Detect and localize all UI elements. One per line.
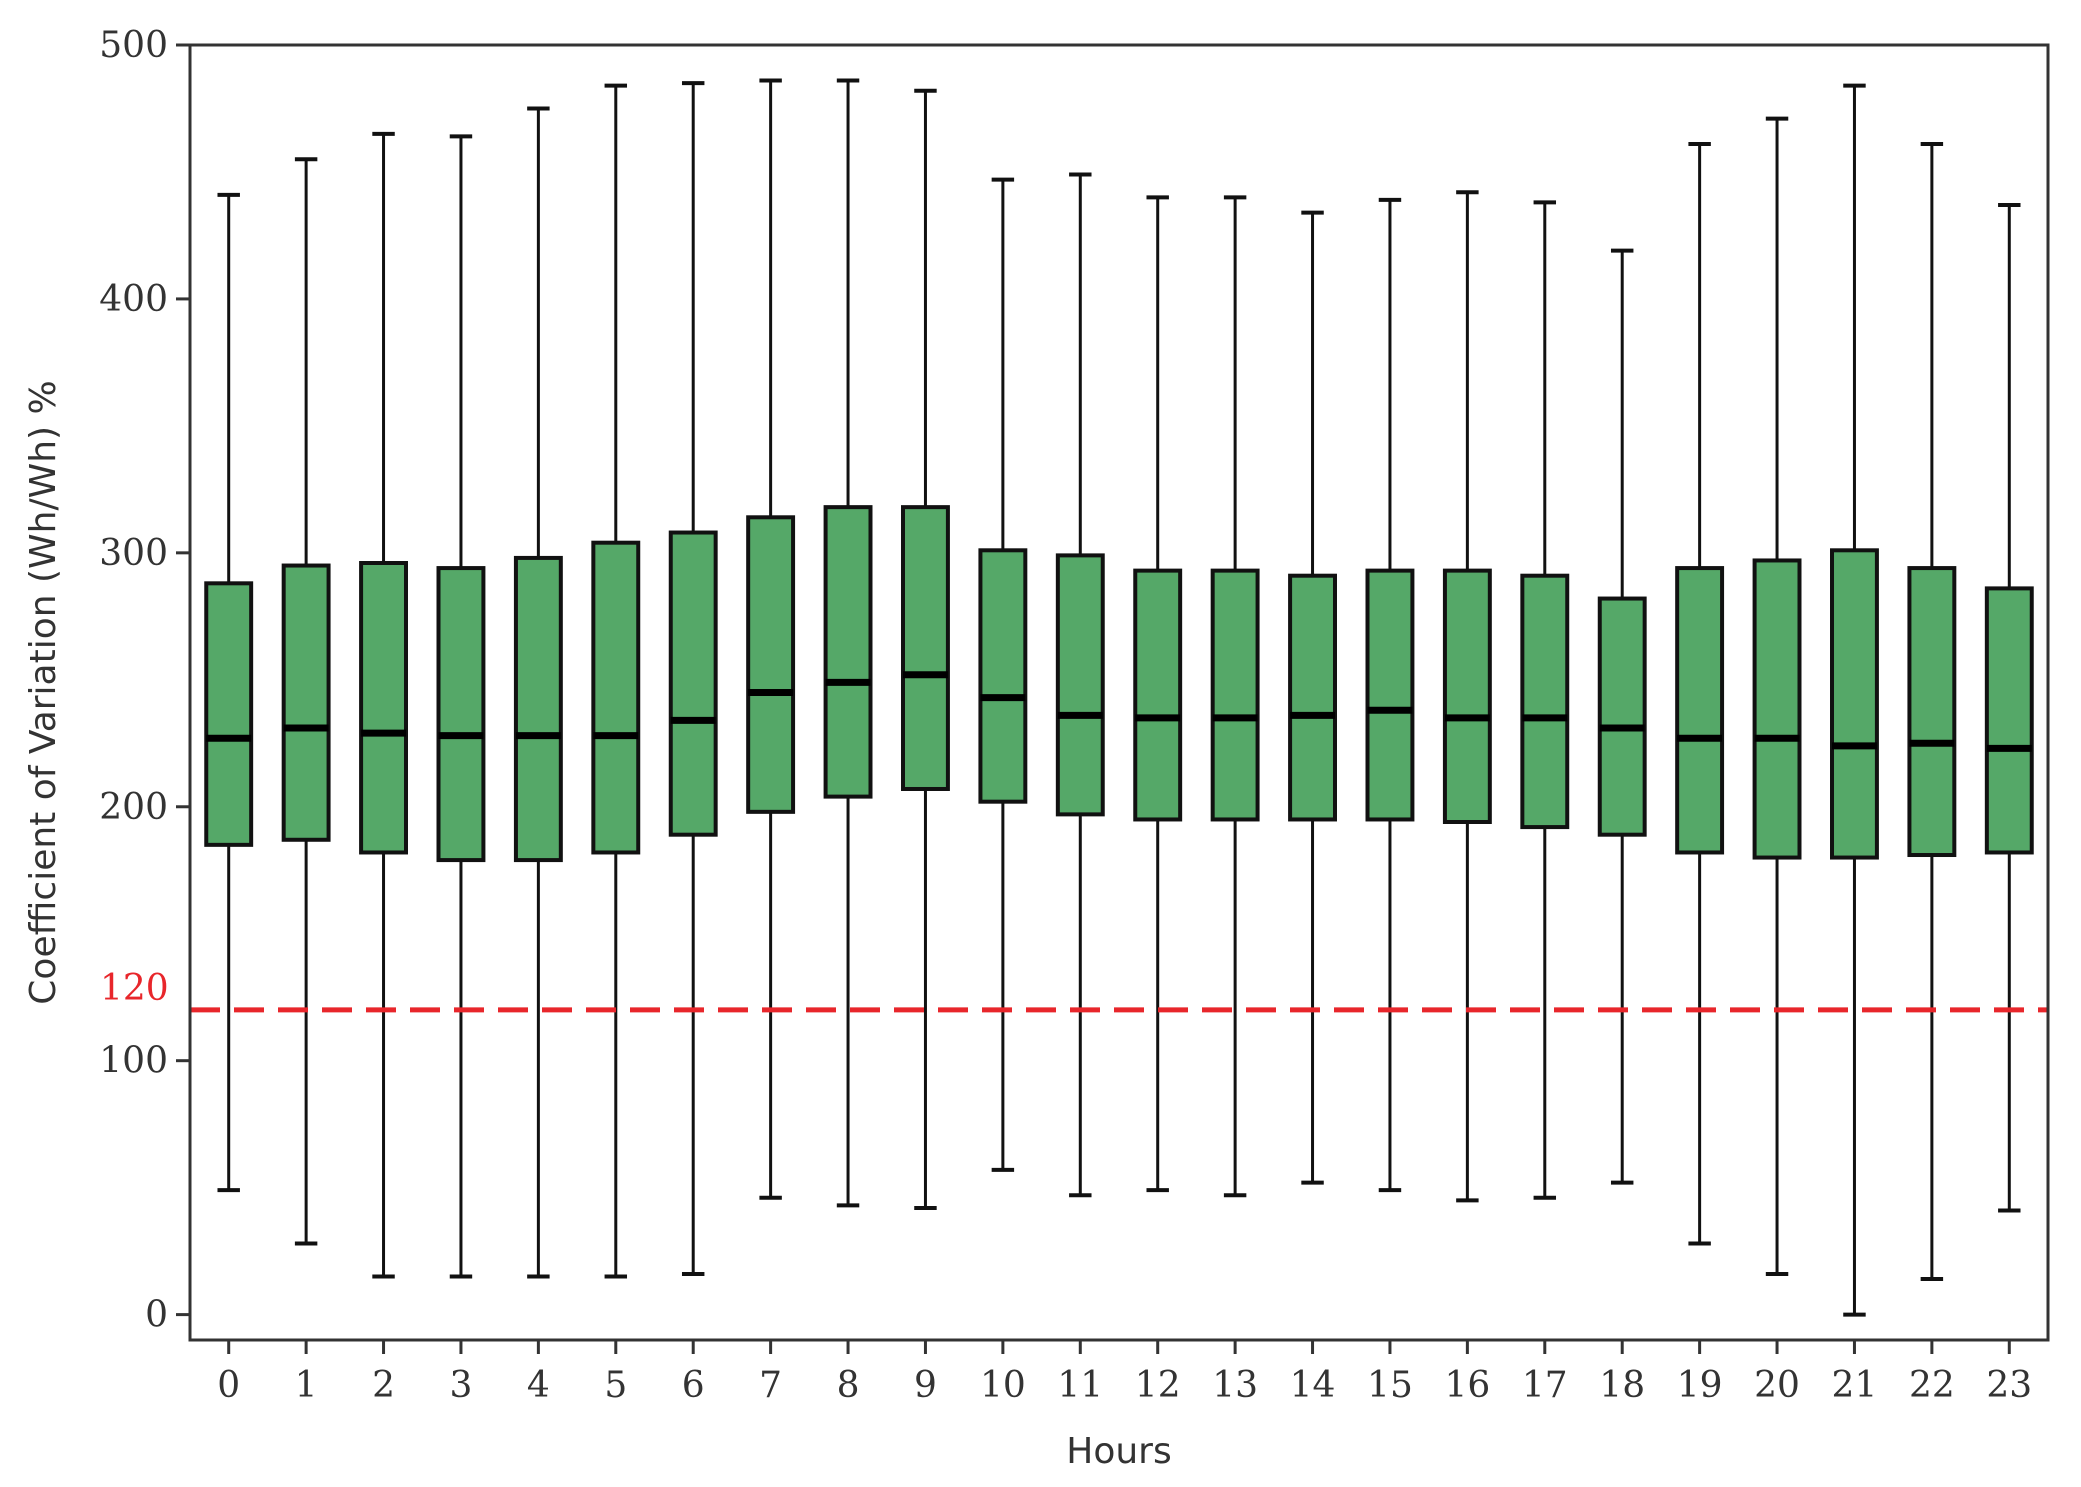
x-tick-label: 15 — [1367, 1365, 1413, 1406]
x-tick-label: 12 — [1135, 1365, 1181, 1406]
iqr-box — [1520, 573, 1570, 830]
box-hour-9 — [901, 88, 950, 1210]
iqr-box — [1288, 573, 1337, 822]
iqr-box — [1055, 553, 1105, 817]
iqr-box — [1365, 568, 1415, 822]
box-hour-2 — [359, 131, 408, 1279]
x-tick-label: 14 — [1290, 1365, 1336, 1406]
iqr-box — [1675, 566, 1725, 855]
iqr-box — [1830, 548, 1879, 860]
box-hour-19 — [1675, 142, 1725, 1246]
box-hour-18 — [1597, 248, 1647, 1185]
y-tick-label: 100 — [99, 1041, 168, 1082]
x-tick-label: 2 — [372, 1365, 395, 1406]
x-tick-label: 9 — [914, 1365, 937, 1406]
iqr-box — [1752, 558, 1802, 860]
x-tick-label: 17 — [1522, 1365, 1568, 1406]
iqr-box — [1210, 568, 1260, 822]
x-tick-label: 8 — [837, 1365, 860, 1406]
box-series — [204, 78, 2034, 1317]
x-tick-label: 23 — [1986, 1365, 2032, 1406]
x-tick-label: 4 — [527, 1365, 550, 1406]
iqr-box — [1597, 596, 1647, 837]
iqr-box — [823, 505, 873, 799]
x-tick-label: 7 — [759, 1365, 782, 1406]
iqr-box — [513, 555, 563, 863]
iqr-box — [1984, 586, 2034, 855]
x-tick-label: 18 — [1599, 1365, 1645, 1406]
iqr-box — [204, 581, 254, 847]
x-tick-label: 1 — [295, 1365, 318, 1406]
box-hour-17 — [1520, 200, 1570, 1200]
x-tick-label: 0 — [217, 1365, 240, 1406]
x-tick-label: 16 — [1444, 1365, 1490, 1406]
iqr-box — [591, 540, 641, 855]
box-hour-16 — [1442, 190, 1492, 1203]
x-tick-label: 6 — [682, 1365, 705, 1406]
box-hour-11 — [1055, 172, 1105, 1198]
reference-line-group: 120 — [100, 968, 2048, 1013]
box-hour-8 — [823, 78, 873, 1208]
y-tick-label: 0 — [145, 1295, 168, 1336]
x-tick-label: 10 — [980, 1365, 1026, 1406]
box-hour-10 — [978, 177, 1028, 1172]
x-tick-label: 13 — [1212, 1365, 1258, 1406]
x-tick-label: 20 — [1754, 1365, 1800, 1406]
box-hour-22 — [1907, 142, 1957, 1282]
iqr-box — [359, 561, 408, 855]
x-tick-label: 11 — [1057, 1365, 1103, 1406]
y-tick-label: 200 — [99, 787, 168, 828]
iqr-box — [281, 563, 331, 842]
box-hour-13 — [1210, 195, 1260, 1198]
box-hour-4 — [513, 106, 563, 1279]
x-axis-title: Hours — [1066, 1431, 1171, 1472]
iqr-box — [1907, 566, 1957, 858]
box-hour-23 — [1984, 202, 2034, 1213]
box-hour-6 — [668, 81, 718, 1276]
iqr-box — [1133, 568, 1183, 822]
box-hour-0 — [204, 192, 254, 1193]
iqr-box — [1442, 568, 1492, 825]
box-hour-12 — [1133, 195, 1183, 1193]
y-axis-title: Coefficient of Variation (Wh/Wh) % — [23, 380, 64, 1004]
iqr-box — [436, 566, 486, 863]
box-hour-20 — [1752, 116, 1802, 1276]
box-hour-1 — [281, 157, 331, 1246]
y-tick-label: 300 — [99, 533, 168, 574]
box-hour-7 — [746, 78, 796, 1200]
plot-frame — [188, 43, 2050, 1342]
box-hour-15 — [1365, 197, 1415, 1193]
box-hour-5 — [591, 83, 641, 1279]
x-tick-label: 21 — [1832, 1365, 1878, 1406]
x-axis: 0 1 2 3 4 5 6 7 8 9 10 11 12 13 14 15 16 17 18 19 20 21 22 23 — [217, 1340, 2032, 1406]
iqr-box — [901, 505, 950, 791]
x-tick-label: 5 — [604, 1365, 627, 1406]
iqr-box — [978, 548, 1028, 804]
box-hour-21 — [1830, 83, 1879, 1317]
iqr-box — [668, 530, 718, 837]
y-axis: 0 100 200 300 400 500 — [99, 25, 190, 1336]
y-tick-label: 400 — [99, 279, 168, 320]
x-tick-label: 19 — [1677, 1365, 1723, 1406]
x-tick-label: 3 — [450, 1365, 473, 1406]
iqr-box — [746, 515, 796, 814]
reference-line-label: 120 — [100, 968, 169, 1009]
box-hour-14 — [1288, 210, 1337, 1185]
x-tick-label: 22 — [1909, 1365, 1955, 1406]
box-hour-3 — [436, 134, 486, 1279]
y-tick-label: 500 — [99, 25, 168, 66]
